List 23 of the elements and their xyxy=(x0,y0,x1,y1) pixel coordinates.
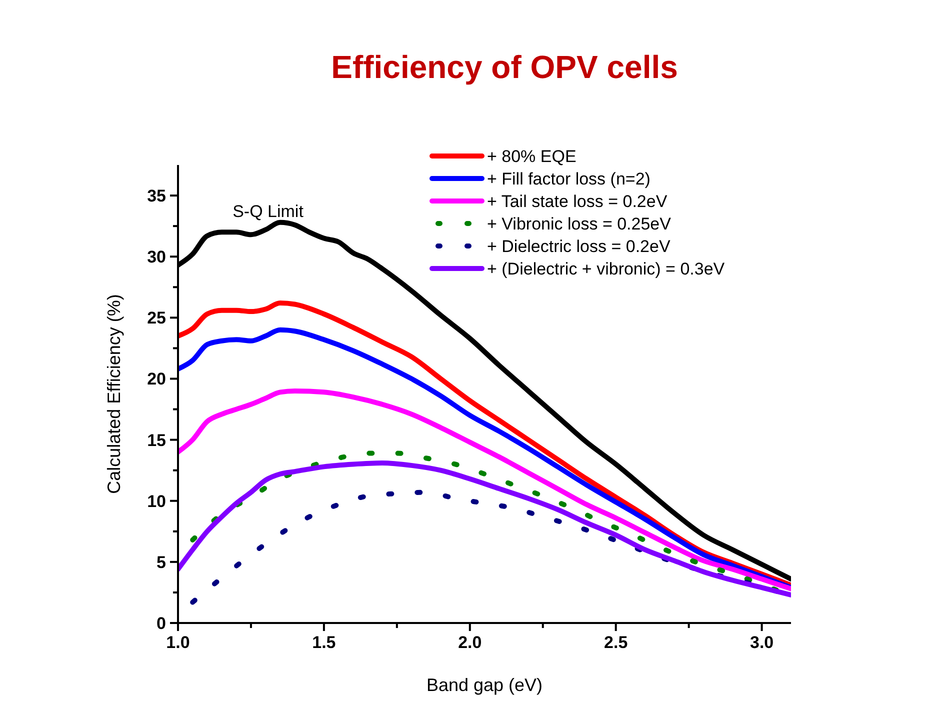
x-tick-label: 2.5 xyxy=(604,633,628,652)
y-tick-label: 35 xyxy=(147,186,166,206)
y-tick-label: 30 xyxy=(147,248,166,267)
legend-label: + 80% EQE xyxy=(487,147,576,166)
legend-label: + Tail state loss = 0.2eV xyxy=(487,192,668,211)
x-tick-label: 3.0 xyxy=(750,633,774,652)
x-axis-title: Band gap (eV) xyxy=(426,675,543,695)
legend-label: + Fill factor loss (n=2) xyxy=(487,170,650,188)
x-tick-label: 1.0 xyxy=(166,633,190,652)
legend-label: + (Dielectric + vibronic) = 0.3eV xyxy=(487,260,726,278)
legend-label: + Dielectric loss = 0.2eV xyxy=(487,237,671,256)
y-axis-title: Calculated Efficiency (%) xyxy=(104,294,124,494)
x-tick-label: 1.5 xyxy=(312,633,336,652)
y-tick-label: 10 xyxy=(147,492,166,511)
y-tick-label: 0 xyxy=(156,614,166,633)
y-tick-label: 20 xyxy=(147,370,166,389)
legend-label: + Vibronic loss = 0.25eV xyxy=(487,214,672,234)
y-tick-label: 25 xyxy=(147,308,166,328)
annotation: S-Q Limit xyxy=(232,202,304,221)
y-tick-label: 5 xyxy=(156,552,166,572)
y-tick-label: 15 xyxy=(147,430,166,450)
chart-title: Efficiency of OPV cells xyxy=(331,49,678,85)
x-tick-label: 2.0 xyxy=(458,633,482,652)
